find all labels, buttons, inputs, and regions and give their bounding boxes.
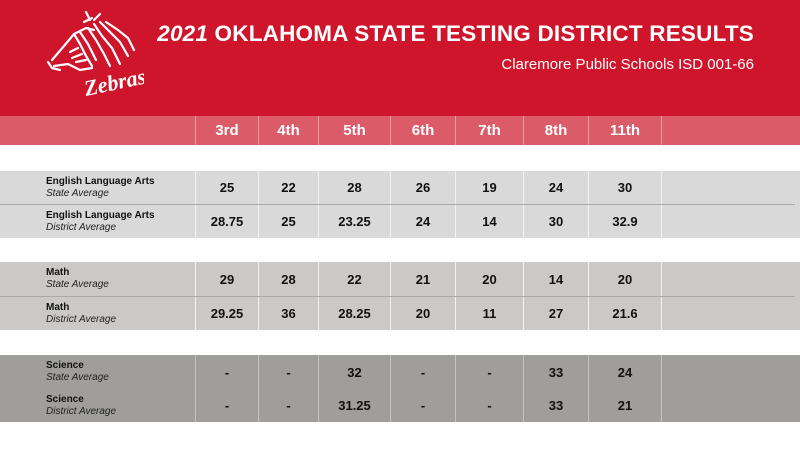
row-label: Math District Average	[46, 301, 117, 325]
score-cell: 36	[258, 297, 318, 330]
score-cell: 33	[523, 389, 588, 422]
score-cell: -	[455, 355, 523, 389]
zebras-mascot-logo-icon: Zebras	[46, 10, 144, 101]
empty-cell	[661, 389, 800, 422]
grade-header-3rd: 3rd	[195, 116, 258, 145]
score-cell: 19	[455, 171, 523, 204]
math-block: Math State Average 29 28 22 21 20 14 20 M…	[0, 262, 800, 330]
score-cell: 33	[523, 355, 588, 389]
table-row: Science State Average - - 32 - - 33 24	[0, 355, 800, 389]
title-text: OKLAHOMA STATE TESTING DISTRICT RESULTS	[208, 21, 754, 46]
ela-block: English Language Arts State Average 25 22…	[0, 171, 800, 238]
score-cell: 21	[588, 389, 661, 422]
score-cell: -	[258, 355, 318, 389]
score-cell: 28.25	[318, 297, 390, 330]
empty-cell	[661, 205, 800, 238]
score-cell: 22	[258, 171, 318, 204]
score-cell: 20	[390, 297, 455, 330]
score-cell: 11	[455, 297, 523, 330]
score-cell: -	[258, 389, 318, 422]
score-cell: 28	[318, 171, 390, 204]
score-cell: 29	[195, 262, 258, 296]
title-year: 2021	[157, 21, 209, 46]
score-cell: 32	[318, 355, 390, 389]
table-row: Math State Average 29 28 22 21 20 14 20	[0, 262, 800, 296]
score-cell: 28	[258, 262, 318, 296]
empty-cell	[661, 297, 800, 330]
score-cell: 31.25	[318, 389, 390, 422]
grade-header-11th: 11th	[588, 116, 661, 145]
table-row: English Language Arts District Average 28…	[0, 205, 800, 238]
score-cell: -	[390, 389, 455, 422]
score-cell: 26	[390, 171, 455, 204]
score-cell: 29.25	[195, 297, 258, 330]
score-cell: 32.9	[588, 205, 661, 238]
grade-header-4th: 4th	[258, 116, 318, 145]
score-cell: 27	[523, 297, 588, 330]
score-cell: 21.6	[588, 297, 661, 330]
row-divider	[0, 204, 795, 205]
score-cell: 22	[318, 262, 390, 296]
score-cell: 23.25	[318, 205, 390, 238]
score-cell: -	[195, 389, 258, 422]
grade-header-row: 3rd 4th 5th 6th 7th 8th 11th	[0, 116, 800, 145]
score-cell: 28.75	[195, 205, 258, 238]
score-cell: 30	[588, 171, 661, 204]
score-cell: 25	[258, 205, 318, 238]
score-cell: 21	[390, 262, 455, 296]
page-title: 2021 OKLAHOMA STATE TESTING DISTRICT RES…	[157, 21, 754, 47]
score-cell: 24	[523, 171, 588, 204]
score-cell: -	[195, 355, 258, 389]
science-block: Science State Average - - 32 - - 33 24 Sc…	[0, 355, 800, 422]
score-cell: 24	[588, 355, 661, 389]
score-cell: 30	[523, 205, 588, 238]
grade-header-7th: 7th	[455, 116, 523, 145]
row-label: Math State Average	[46, 267, 109, 290]
empty-cell	[661, 355, 800, 389]
score-cell: 20	[588, 262, 661, 296]
row-label: English Language Arts District Average	[46, 209, 155, 233]
empty-cell	[661, 171, 800, 204]
grade-header-empty	[661, 116, 800, 145]
table-row: Science District Average - - 31.25 - - 33…	[0, 389, 800, 422]
page-subtitle: Claremore Public Schools ISD 001-66	[501, 56, 754, 73]
row-label: Science State Average	[46, 360, 109, 383]
table-row: Math District Average 29.25 36 28.25 20 1…	[0, 297, 800, 330]
row-divider	[0, 296, 795, 297]
score-cell: 20	[455, 262, 523, 296]
empty-cell	[661, 262, 800, 296]
score-cell: 14	[455, 205, 523, 238]
grade-header-6th: 6th	[390, 116, 455, 145]
title-banner: Zebras 2021 OKLAHOMA STATE TESTING DISTR…	[0, 0, 800, 116]
score-cell: -	[390, 355, 455, 389]
score-cell: 24	[390, 205, 455, 238]
table-row: English Language Arts State Average 25 22…	[0, 171, 800, 204]
grade-header-8th: 8th	[523, 116, 588, 145]
row-label: Science District Average	[46, 393, 117, 417]
row-label: English Language Arts State Average	[46, 175, 155, 199]
score-cell: 14	[523, 262, 588, 296]
grade-header-5th: 5th	[318, 116, 390, 145]
score-cell: 25	[195, 171, 258, 204]
score-cell: -	[455, 389, 523, 422]
